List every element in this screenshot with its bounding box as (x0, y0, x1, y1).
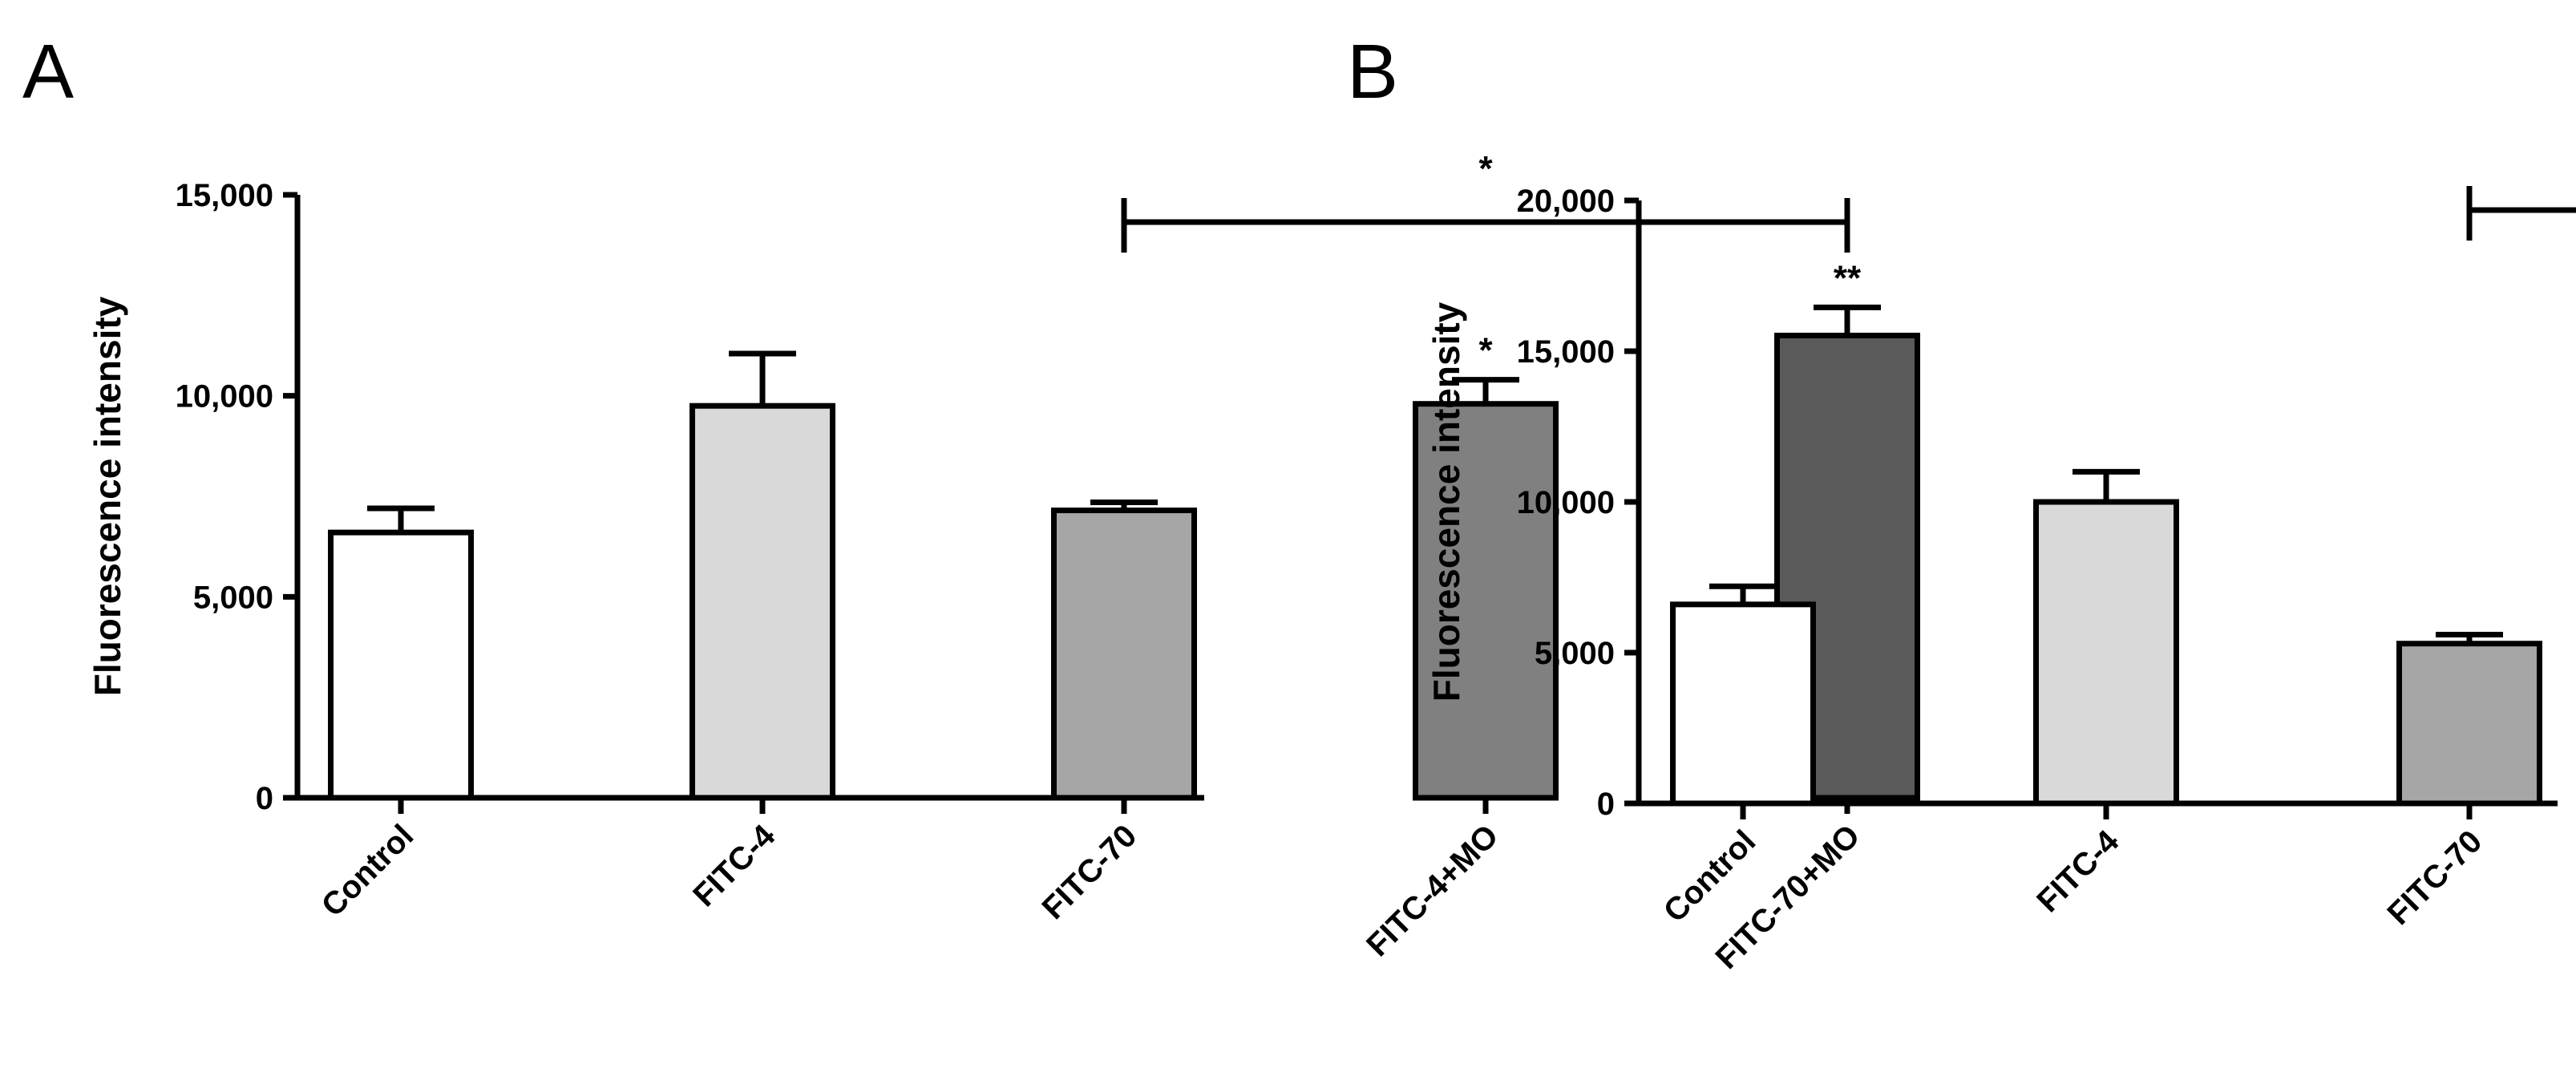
bar (1413, 401, 1559, 801)
chart-panel-a: A 0 5,000 10,000 15,000 Fluorescence intensit… (22, 29, 1920, 976)
y-tick-label: 10,000 (1517, 485, 1615, 520)
y-tick-label: 15,000 (1517, 334, 1615, 370)
panel-label-a: A (22, 29, 74, 115)
y-tick-label: 15,000 (176, 178, 273, 213)
bar (328, 529, 474, 801)
y-tick-label: 0 (1597, 787, 1615, 822)
comparison-bracket-label: * (1478, 149, 1493, 188)
y-tick-label: 10,000 (176, 379, 273, 415)
significance-label: * (1478, 331, 1493, 370)
y-tick-label: 20,000 (1517, 184, 1615, 219)
bar (2033, 499, 2179, 807)
y-axis-label: Fluorescence intensity (87, 296, 128, 696)
significance-label: ** (1834, 258, 1862, 297)
y-tick-label: 5,000 (1535, 636, 1615, 671)
bar (2396, 641, 2542, 807)
panel-label-b: B (1347, 29, 1398, 115)
bar (1051, 508, 1197, 801)
bar (1670, 601, 1816, 807)
y-tick-label: 5,000 (193, 580, 273, 615)
y-tick-label: 0 (256, 781, 273, 816)
y-axis-label: Fluorescence intensity (1425, 301, 1467, 702)
bar (689, 403, 835, 801)
